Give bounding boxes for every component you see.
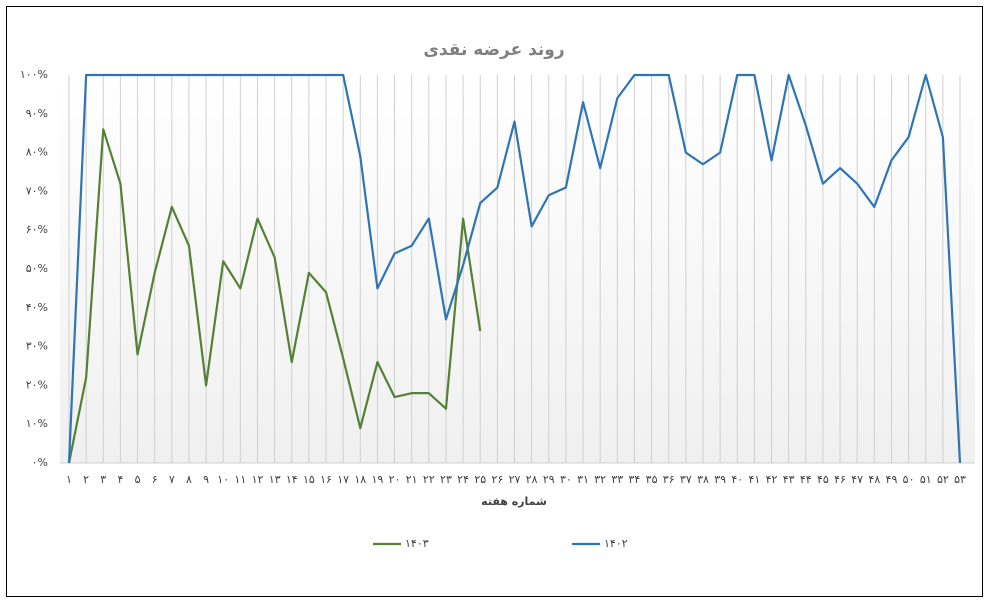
- x-tick-label: ۳۳: [611, 473, 623, 486]
- x-tick-label: ۱۳: [269, 473, 281, 486]
- x-tick-label: ۷: [169, 473, 175, 486]
- x-tick-label: ۴۱: [748, 473, 760, 486]
- x-tick-label: ۵۰: [903, 473, 915, 486]
- x-tick-label: ۵: [135, 473, 141, 486]
- x-tick-label: ۴۵: [817, 473, 829, 486]
- x-tick-label: ۱۱: [234, 473, 246, 486]
- x-tick-label: ۲۵: [474, 473, 486, 486]
- x-tick-label: ۵۳: [954, 473, 966, 486]
- x-tick-label: ۱۵: [303, 473, 315, 486]
- x-tick-label: ۲۶: [491, 473, 503, 486]
- x-tick-label: ۱۴: [286, 473, 298, 486]
- x-tick-label: ۹: [203, 473, 209, 486]
- y-tick-label: ۶۰%: [26, 223, 48, 236]
- x-tick-label: ۳۸: [697, 473, 709, 486]
- x-tick-label: ۴۹: [886, 473, 898, 486]
- x-tick-label: ۲۳: [440, 473, 452, 486]
- y-tick-label: ۰%: [32, 456, 48, 469]
- chart-title: روند عرضه نقدی: [423, 40, 564, 60]
- x-tick-label: ۴۰: [731, 473, 743, 486]
- x-tick-label: ۳۷: [680, 473, 692, 486]
- x-tick-label: ۱۹: [372, 473, 384, 486]
- x-tick-label: ۳۰: [560, 473, 572, 486]
- x-tick-label: ۳۲: [594, 473, 606, 486]
- y-tick-label: ۱۰۰%: [20, 68, 48, 81]
- x-tick-label: ۴۷: [851, 473, 863, 486]
- x-tick-label: ۵۱: [920, 473, 932, 486]
- legend-label: ۱۴۰۳: [405, 537, 429, 550]
- x-tick-label: ۱۸: [354, 473, 366, 486]
- x-tick-label: ۴۴: [800, 473, 812, 486]
- x-tick-label: ۳۱: [577, 473, 589, 486]
- series-line: [67, 73, 962, 464]
- x-axis-label: شماره هفته: [481, 495, 547, 508]
- x-tick-label: ۲۸: [526, 473, 538, 486]
- x-tick-label: ۱: [66, 473, 72, 486]
- x-tick-label: ۱۰: [217, 473, 229, 486]
- x-tick-label: ۲۹: [543, 473, 555, 486]
- x-tick-label: ۵۲: [937, 473, 949, 486]
- x-tick-label: ۴: [117, 473, 123, 486]
- x-tick-label: ۴۳: [783, 473, 795, 486]
- x-tick-label: ۴۲: [766, 473, 778, 486]
- x-tick-label: ۱۷: [337, 473, 349, 486]
- x-tick-label: ۲۰: [389, 473, 401, 486]
- x-tick-label: ۳۶: [663, 473, 675, 486]
- x-tick-label: ۲۲: [423, 473, 435, 486]
- x-tick-label: ۶: [152, 473, 158, 486]
- x-tick-label: ۱۶: [320, 473, 332, 486]
- y-tick-label: ۲۰%: [26, 378, 48, 391]
- x-tick-label: ۸: [186, 473, 192, 486]
- x-tick-label: ۱۲: [252, 473, 264, 486]
- series-line: [67, 128, 482, 464]
- x-tick-label: ۴۸: [868, 473, 880, 486]
- x-tick-label: ۲۱: [406, 473, 418, 486]
- y-tick-label: ۳۰%: [26, 340, 48, 353]
- x-tick-label: ۲: [83, 473, 89, 486]
- x-tick-label: ۲۷: [509, 473, 521, 486]
- y-tick-label: ۷۰%: [26, 184, 48, 197]
- x-tick-label: ۲۴: [457, 473, 469, 486]
- y-tick-label: ۵۰%: [26, 262, 48, 275]
- y-tick-label: ۱۰%: [26, 417, 48, 430]
- x-tick-label: ۳۹: [714, 473, 726, 486]
- y-tick-label: ۸۰%: [26, 146, 48, 159]
- x-tick-label: ۳: [100, 473, 106, 486]
- y-tick-label: ۴۰%: [26, 301, 48, 314]
- y-tick-label: ۹۰%: [26, 107, 48, 120]
- x-tick-label: ۴۶: [834, 473, 846, 486]
- x-tick-label: ۳۵: [646, 473, 658, 486]
- x-tick-label: ۳۴: [629, 473, 641, 486]
- legend-label: ۱۴۰۲: [604, 537, 628, 550]
